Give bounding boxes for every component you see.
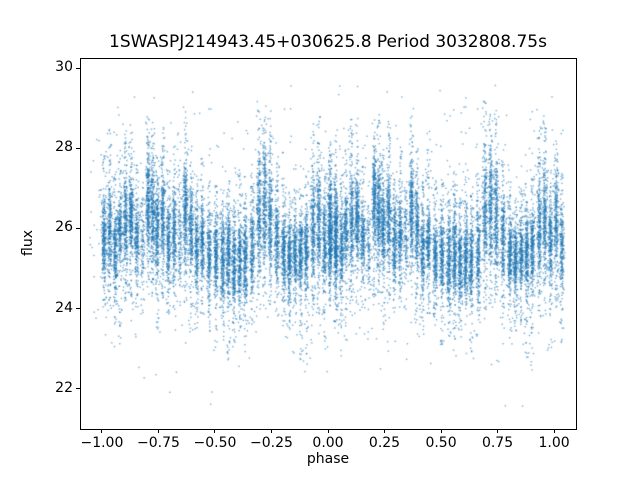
x-tick-mark: [553, 429, 555, 433]
x-tick-label: −0.25: [250, 435, 293, 451]
x-tick-mark: [214, 429, 216, 433]
y-tick-label: 24: [55, 299, 73, 316]
x-tick-mark: [157, 429, 159, 433]
x-tick-label: −0.75: [136, 435, 180, 451]
x-tick-label: 0.25: [368, 435, 401, 451]
x-tick-label: 1.00: [538, 435, 570, 451]
x-tick-label: 0.75: [481, 435, 514, 451]
y-tick-label: 28: [55, 139, 73, 156]
plot-title: 1SWASPJ214943.45+030625.8 Period 3032808…: [109, 32, 547, 52]
x-axis-label: phase: [306, 451, 350, 467]
y-tick-mark: [76, 147, 80, 149]
scatter-canvas: [81, 59, 576, 429]
x-tick-mark: [270, 429, 272, 433]
y-tick-label: 30: [55, 59, 73, 76]
y-tick-mark: [76, 308, 80, 310]
y-tick-mark: [76, 227, 80, 229]
x-tick-mark: [327, 429, 329, 433]
y-tick-label: 26: [55, 219, 73, 236]
x-tick-label: −1.00: [80, 435, 124, 451]
x-tick-mark: [440, 429, 442, 433]
x-tick-mark: [497, 429, 499, 433]
axes-frame: [80, 58, 577, 430]
y-tick-mark: [76, 388, 80, 390]
y-tick-label: 22: [55, 379, 73, 396]
x-tick-label: 0.00: [312, 435, 344, 451]
x-tick-label: −0.50: [193, 435, 237, 451]
x-tick-mark: [101, 429, 103, 433]
y-tick-mark: [76, 67, 80, 69]
y-axis-label: flux: [20, 230, 36, 256]
x-tick-label: 0.50: [425, 435, 457, 451]
x-tick-mark: [384, 429, 386, 433]
